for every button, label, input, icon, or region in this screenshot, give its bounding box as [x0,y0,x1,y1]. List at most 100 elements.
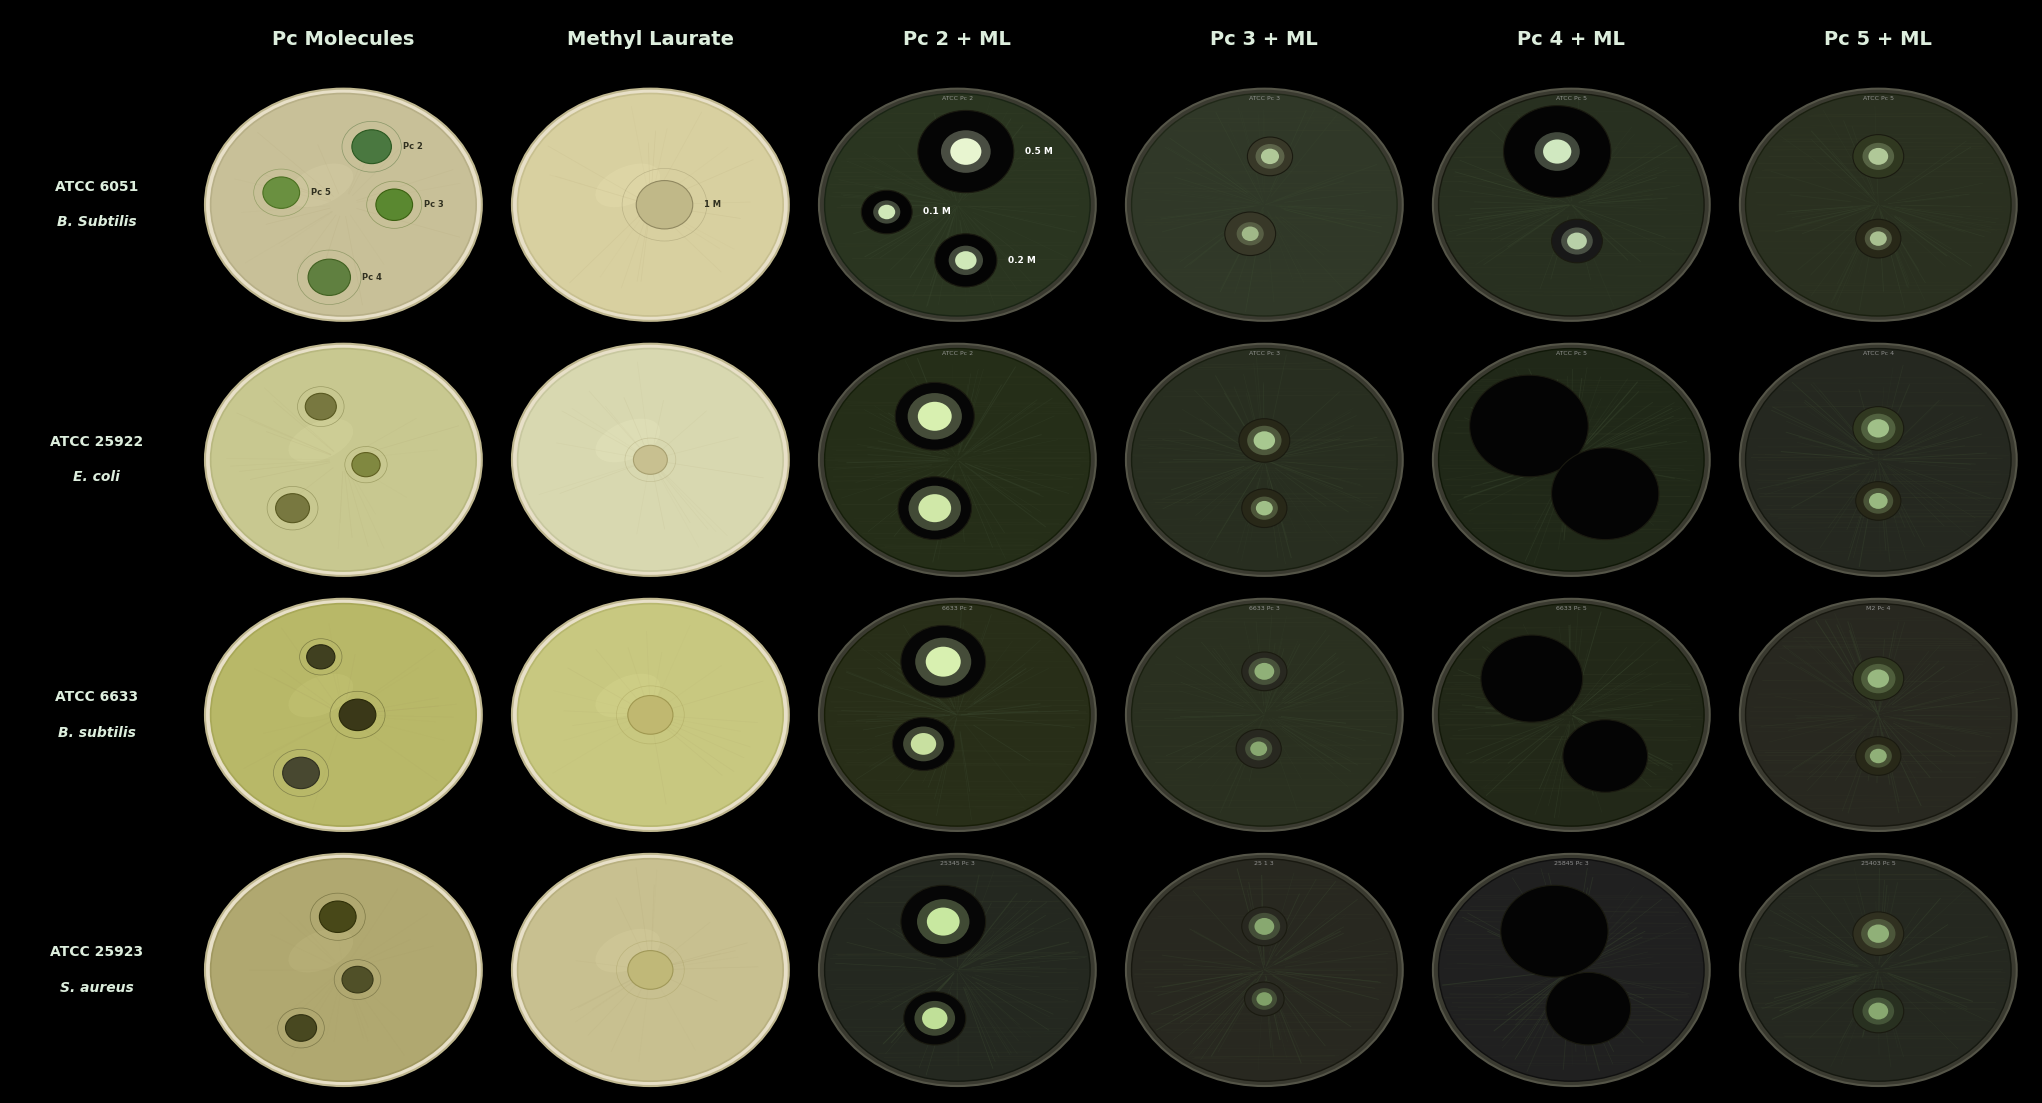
Text: ATCC 6051: ATCC 6051 [55,180,139,194]
Ellipse shape [1852,407,1903,450]
Ellipse shape [1503,106,1611,197]
Ellipse shape [825,603,1090,826]
Ellipse shape [513,344,788,576]
Ellipse shape [825,94,1090,315]
Ellipse shape [1438,603,1705,826]
Ellipse shape [1254,431,1274,450]
Ellipse shape [288,163,353,207]
Ellipse shape [376,189,412,221]
Text: S. aureus: S. aureus [59,981,133,995]
Ellipse shape [1852,657,1903,700]
Ellipse shape [627,951,674,989]
Text: ATCC Pc 2: ATCC Pc 2 [941,96,972,100]
Ellipse shape [1852,912,1903,955]
Ellipse shape [950,246,982,275]
Ellipse shape [917,401,952,431]
Ellipse shape [903,727,943,761]
Text: ATCC 25923: ATCC 25923 [49,945,143,960]
Ellipse shape [1746,859,2011,1081]
Ellipse shape [1860,919,1895,949]
Ellipse shape [341,966,374,993]
Text: 1 M: 1 M [704,201,721,210]
Ellipse shape [1248,657,1280,685]
Ellipse shape [1740,88,2017,321]
Ellipse shape [210,349,476,571]
Ellipse shape [627,696,674,735]
Text: ATCC 6633: ATCC 6633 [55,690,139,704]
Ellipse shape [1246,737,1272,760]
Text: Pc 4 + ML: Pc 4 + ML [1517,30,1625,50]
Ellipse shape [907,393,962,439]
Ellipse shape [288,419,353,462]
Ellipse shape [1244,982,1284,1016]
Ellipse shape [1125,344,1403,576]
Ellipse shape [1242,489,1286,527]
Ellipse shape [874,201,901,224]
Text: ATCC Pc 3: ATCC Pc 3 [1250,96,1280,100]
Ellipse shape [917,899,970,944]
Ellipse shape [950,138,982,164]
Ellipse shape [917,110,1013,193]
Ellipse shape [1544,139,1572,163]
Ellipse shape [1125,88,1403,321]
Text: Pc 3: Pc 3 [425,201,443,210]
Ellipse shape [1870,232,1887,246]
Ellipse shape [1864,489,1893,514]
Ellipse shape [1433,599,1709,831]
Ellipse shape [862,190,913,234]
Ellipse shape [1740,344,2017,576]
Text: ATCC Pc 5: ATCC Pc 5 [1556,351,1587,356]
Text: Pc 2: Pc 2 [402,142,423,151]
Ellipse shape [1252,988,1276,1010]
Ellipse shape [1868,419,1889,438]
Ellipse shape [901,886,986,957]
Ellipse shape [1746,603,2011,826]
Ellipse shape [1868,493,1887,508]
Ellipse shape [1864,227,1891,250]
Ellipse shape [1862,997,1895,1025]
Ellipse shape [1470,375,1589,476]
Ellipse shape [1868,670,1889,688]
Ellipse shape [204,599,482,831]
Ellipse shape [919,494,952,522]
Ellipse shape [1868,1003,1889,1019]
Ellipse shape [1438,349,1705,571]
Ellipse shape [517,349,784,571]
Ellipse shape [637,181,692,229]
Ellipse shape [819,599,1097,831]
Text: Pc Molecules: Pc Molecules [272,30,415,50]
Ellipse shape [517,94,784,315]
Text: Pc 5: Pc 5 [310,189,331,197]
Ellipse shape [306,645,335,668]
Ellipse shape [1125,854,1403,1086]
Ellipse shape [911,733,935,754]
Ellipse shape [1870,749,1887,763]
Ellipse shape [1131,94,1397,315]
Ellipse shape [1256,501,1272,515]
Ellipse shape [1248,137,1293,175]
Ellipse shape [1248,913,1280,940]
Ellipse shape [1852,135,1903,179]
Ellipse shape [1235,729,1280,768]
Ellipse shape [517,859,784,1081]
Text: 6633 Pc 2: 6633 Pc 2 [941,606,972,611]
Ellipse shape [517,603,784,826]
Ellipse shape [1501,886,1607,977]
Ellipse shape [915,638,972,686]
Ellipse shape [596,674,660,717]
Ellipse shape [927,908,960,935]
Ellipse shape [1860,414,1895,443]
Ellipse shape [1242,226,1258,242]
Text: Pc 4: Pc 4 [361,272,382,281]
Text: ATCC 25922: ATCC 25922 [49,436,143,449]
Ellipse shape [513,88,788,321]
Ellipse shape [1864,745,1891,768]
Ellipse shape [351,130,392,163]
Ellipse shape [204,88,482,321]
Ellipse shape [204,344,482,576]
Ellipse shape [1433,88,1709,321]
Ellipse shape [894,383,974,450]
Ellipse shape [351,452,380,476]
Ellipse shape [1242,907,1286,945]
Ellipse shape [319,901,355,932]
